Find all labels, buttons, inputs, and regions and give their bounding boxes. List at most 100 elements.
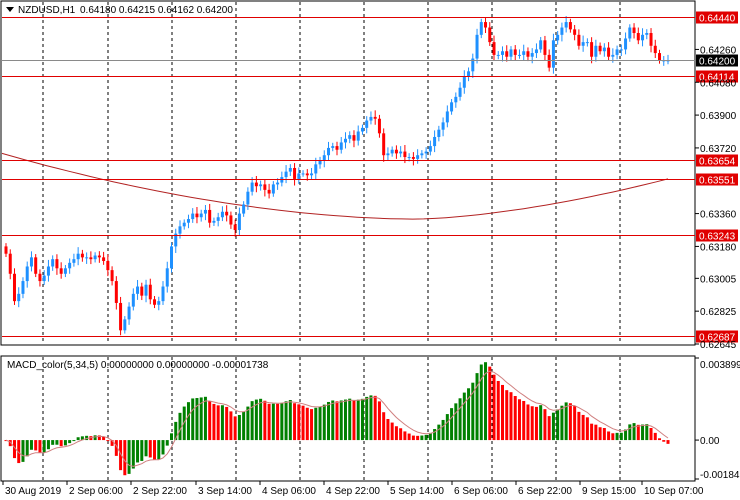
candle (242, 201, 246, 217)
candle-body (505, 51, 509, 57)
candle-body (259, 184, 263, 187)
candle-body (568, 22, 572, 30)
candle-body (365, 120, 369, 128)
candle (501, 46, 504, 62)
macd-bar (102, 436, 106, 441)
candle (619, 44, 623, 56)
level-line[interactable]: 0.63243 (2, 229, 738, 243)
candle-body (153, 299, 157, 305)
candle-body (645, 33, 649, 35)
macd-bar (433, 429, 437, 441)
macd-bar (590, 423, 594, 441)
macd-bar (560, 405, 564, 441)
candle (246, 187, 250, 210)
current-price-label: 0.64200 (699, 57, 736, 68)
candle-body (148, 284, 152, 300)
macd-bar (21, 440, 25, 462)
ma-curve (1, 152, 669, 220)
macd-bar (632, 423, 636, 441)
candle (25, 261, 29, 288)
price-axis[interactable]: 0.64260 0.64080 0.63900 0.63720 0.63360 0.631… (695, 45, 737, 351)
time-tick-label: 10 Sep 07:00 (644, 486, 704, 497)
macd-bar (645, 424, 649, 441)
candle-body (615, 49, 619, 55)
candle-body (250, 182, 254, 192)
candle-body (462, 76, 466, 88)
level-line[interactable]: 0.64440 (2, 11, 738, 25)
candle-body (479, 22, 483, 35)
candle-body (276, 182, 280, 185)
candle-body (607, 47, 611, 57)
candle-body (394, 149, 398, 154)
time-tick-label: 4 Sep 22:00 (326, 486, 380, 497)
macd-axis[interactable]: 0.0038991 0.00 -0.0018490 (695, 357, 740, 481)
level-line[interactable]: 0.62687 (2, 330, 738, 344)
triangle-down-icon[interactable] (6, 7, 14, 12)
macd-bar (513, 396, 517, 441)
candle-body (29, 257, 33, 267)
macd-bar (127, 440, 131, 474)
candle (488, 22, 492, 46)
candle (509, 46, 513, 61)
macd-bar (212, 403, 216, 441)
time-tick-label: 30 Aug 2019 (5, 486, 62, 497)
candle-body (182, 222, 186, 227)
macd-bar (267, 403, 271, 441)
candle (602, 43, 606, 57)
horizontal-levels[interactable]: 0.64440 0.64114 0.63654 0.63551 0.63243 0.626… (2, 11, 738, 344)
candle (301, 170, 305, 177)
candle-body (556, 34, 560, 41)
macd-bar (360, 398, 364, 441)
macd-bar (407, 433, 411, 441)
candle-body (212, 220, 216, 223)
candle (203, 205, 207, 221)
level-line[interactable]: 0.64114 (2, 70, 738, 84)
macd-bar (55, 440, 59, 445)
candle (377, 114, 381, 138)
time-axis[interactable]: 30 Aug 2019 2 Sep 06:00 2 Sep 22:00 3 Sep 1… (2, 481, 704, 497)
candle (373, 110, 377, 125)
candle-body (475, 34, 479, 59)
time-tick-label: 5 Sep 14:00 (390, 486, 444, 497)
candle (539, 37, 543, 53)
macd-bar (153, 440, 157, 460)
candle (127, 302, 131, 325)
macd-bar (12, 440, 16, 459)
candle-body (424, 151, 428, 154)
level-line[interactable]: 0.63551 (2, 173, 738, 187)
candle (636, 27, 640, 45)
candle-body (310, 173, 314, 176)
candle-body (178, 226, 182, 234)
candle (195, 207, 199, 224)
candle-body (356, 131, 360, 141)
candle (352, 130, 356, 148)
candle (199, 209, 203, 222)
macd-bar (373, 395, 377, 441)
macd-bar (509, 392, 513, 441)
candle (615, 45, 619, 60)
macd-bar (522, 400, 526, 441)
macd-bar (611, 433, 615, 441)
time-tick-label: 3 Sep 14:00 (198, 486, 252, 497)
time-tick-label: 2 Sep 06:00 (69, 486, 123, 497)
candle-body (649, 33, 653, 46)
candle (484, 17, 488, 34)
macd-bar (157, 440, 161, 460)
candle-body (573, 29, 577, 35)
candle (148, 278, 152, 305)
candle (38, 269, 42, 287)
candle-body (233, 224, 237, 230)
macd-bar (318, 406, 322, 441)
candle (356, 125, 360, 146)
candle-body (305, 173, 309, 176)
candle (560, 22, 564, 42)
candle-body (458, 87, 462, 97)
candle (348, 131, 352, 144)
candle-body (611, 54, 615, 57)
level-line[interactable]: 0.63654 (2, 154, 738, 168)
macd-bar (250, 401, 254, 441)
candle (153, 296, 157, 309)
macd-bar (242, 411, 246, 441)
